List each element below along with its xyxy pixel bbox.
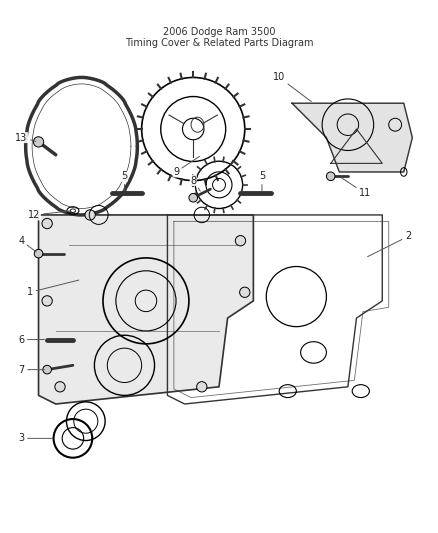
- Text: 13: 13: [15, 133, 36, 143]
- Circle shape: [85, 210, 95, 220]
- Text: 5: 5: [259, 171, 265, 191]
- Text: 12: 12: [28, 210, 70, 220]
- Circle shape: [326, 172, 335, 181]
- Text: 6: 6: [18, 335, 44, 344]
- Text: 11: 11: [342, 178, 371, 198]
- Text: 7: 7: [18, 365, 44, 375]
- Polygon shape: [39, 215, 253, 404]
- Circle shape: [189, 193, 198, 202]
- Circle shape: [33, 137, 44, 147]
- Circle shape: [42, 296, 52, 306]
- Circle shape: [197, 382, 207, 392]
- Polygon shape: [292, 103, 412, 172]
- Circle shape: [34, 249, 43, 258]
- Text: 5: 5: [121, 171, 127, 191]
- Text: 8: 8: [190, 175, 200, 191]
- Text: 1: 1: [27, 280, 79, 297]
- Title: 2006 Dodge Ram 3500
Timing Cover & Related Parts Diagram: 2006 Dodge Ram 3500 Timing Cover & Relat…: [125, 27, 313, 48]
- Circle shape: [55, 382, 65, 392]
- Text: 2: 2: [367, 231, 411, 257]
- Text: 3: 3: [18, 433, 53, 443]
- Text: 9: 9: [173, 156, 199, 177]
- Circle shape: [235, 236, 246, 246]
- Text: 4: 4: [18, 236, 36, 252]
- Circle shape: [240, 287, 250, 297]
- Text: 10: 10: [273, 72, 311, 102]
- Circle shape: [43, 365, 51, 374]
- Circle shape: [42, 219, 52, 229]
